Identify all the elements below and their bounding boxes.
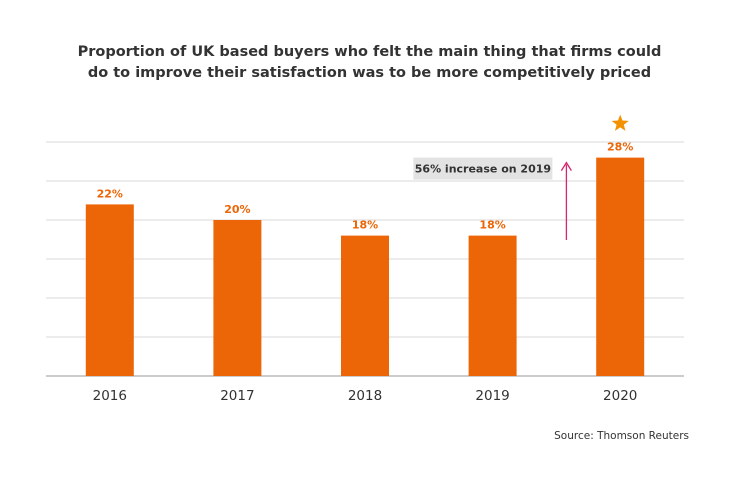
chart-title-line-2: do to improve their satisfaction was to …	[87, 65, 652, 81]
annotation-text: 56% increase on 2019	[415, 163, 551, 176]
data-label: 22%	[97, 187, 123, 200]
data-label: 18%	[479, 219, 505, 232]
data-label: 18%	[352, 219, 378, 232]
star-icon	[611, 114, 629, 131]
x-tick-label: 2018	[348, 388, 382, 404]
bar	[213, 220, 262, 376]
x-tick-label: 2020	[603, 388, 637, 404]
x-tick-label: 2017	[220, 388, 254, 404]
bar	[596, 157, 645, 376]
source-note: Source: Thomson Reuters	[554, 430, 689, 442]
bar	[468, 235, 517, 376]
chart-title: Proportion of UK based buyers who felt t…	[0, 42, 739, 84]
chart-title-line-1: Proportion of UK based buyers who felt t…	[77, 44, 662, 60]
x-tick-label: 2019	[475, 388, 509, 404]
annotation-box	[413, 157, 553, 180]
x-tick-label: 2016	[93, 388, 127, 404]
bar	[85, 204, 134, 376]
arrow-head-icon	[560, 161, 572, 171]
data-label: 28%	[607, 141, 633, 154]
bar	[341, 235, 389, 376]
data-label: 20%	[224, 203, 250, 216]
